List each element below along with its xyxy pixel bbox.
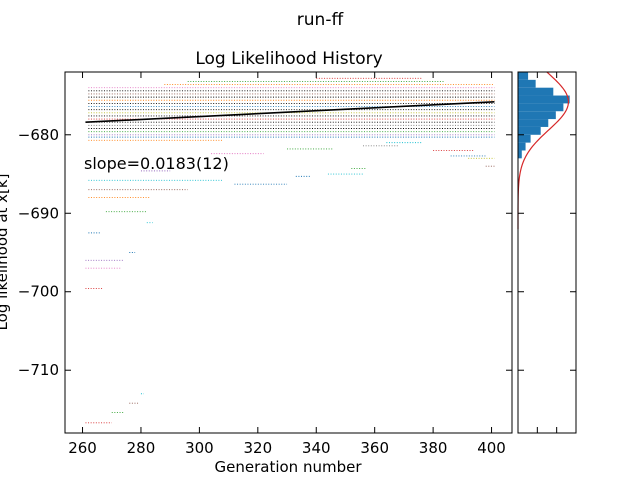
figure-suptitle: run-ff [297, 10, 345, 30]
main-plot: slope=0.0183(12) 260 280 300 320 340 360 380 40… [0, 71, 513, 476]
histogram-bar-0 [518, 72, 529, 80]
histogram-bar-4 [518, 103, 564, 112]
histogram-plot [517, 71, 577, 434]
y-tick-label--710: −710 [18, 361, 59, 379]
x-tick-label-280: 280 [127, 439, 156, 457]
y-axis-label: Log likelihood at x[k] [0, 174, 11, 331]
histogram-ticks [518, 72, 576, 433]
y-tick-label--690: −690 [18, 204, 59, 222]
histogram-axes-frame [517, 71, 577, 434]
histogram-bars [518, 72, 570, 159]
x-tick-label-380: 380 [419, 439, 448, 457]
x-axis: 260 280 300 320 340 360 380 400 [68, 72, 506, 457]
main-axes-frame [64, 71, 513, 434]
x-axis-label: Generation number [215, 458, 363, 476]
histogram-bar-6 [518, 119, 549, 127]
x-tick-label-320: 320 [244, 439, 273, 457]
y-axis: −680 −690 −700 −710 [18, 126, 512, 379]
x-tick-label-300: 300 [185, 439, 214, 457]
histogram-bar-9 [518, 142, 526, 151]
histogram-bar-5 [518, 111, 556, 120]
chart-title: Log Likelihood History [195, 49, 382, 69]
trace-layer [85, 77, 495, 424]
histogram-bar-7 [518, 126, 541, 135]
histogram-bar-1 [518, 79, 536, 88]
x-tick-label-340: 340 [302, 439, 331, 457]
histogram-bar-3 [518, 95, 570, 104]
histogram-bar-8 [518, 134, 531, 143]
histogram-bar-10 [518, 150, 522, 159]
x-tick-label-360: 360 [360, 439, 389, 457]
slope-annotation: slope=0.0183(12) [84, 154, 229, 173]
y-tick-label--680: −680 [18, 126, 59, 144]
x-tick-label-260: 260 [68, 439, 97, 457]
x-tick-label-400: 400 [477, 439, 506, 457]
histogram-bar-2 [518, 87, 554, 96]
y-tick-label--700: −700 [18, 283, 59, 301]
fit-line [85, 101, 495, 124]
